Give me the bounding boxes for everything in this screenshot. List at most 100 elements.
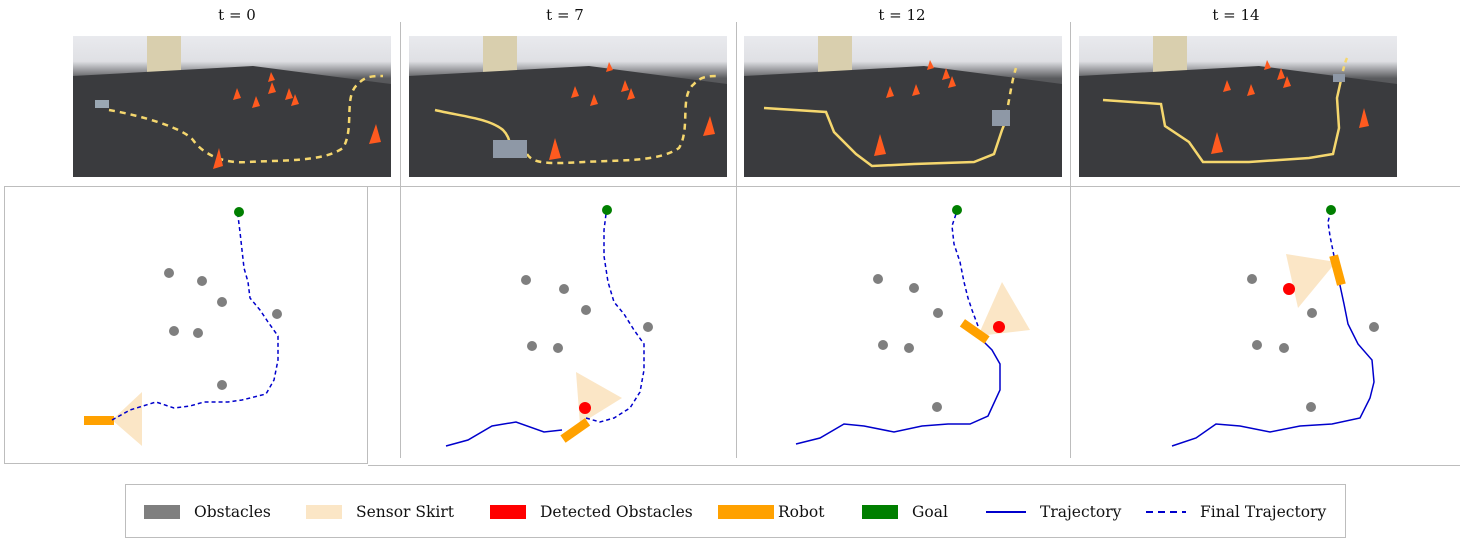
detected-obstacles-swatch xyxy=(490,505,526,519)
photo-t0 xyxy=(73,36,391,177)
sensor-skirt-swatch xyxy=(306,505,342,519)
plot-t14 xyxy=(1070,186,1460,466)
legend-label-goal: Goal xyxy=(912,503,948,521)
legend-label-trajectory: Trajectory xyxy=(1040,503,1122,521)
photo-robot xyxy=(95,100,109,108)
cone xyxy=(233,88,241,100)
goal xyxy=(1326,205,1336,215)
photo-t12 xyxy=(744,36,1062,177)
cone xyxy=(213,148,223,169)
plot-t7 xyxy=(400,186,736,466)
obstacle xyxy=(559,284,569,294)
obstacle xyxy=(932,402,942,412)
obstacle xyxy=(581,305,591,315)
legend-item-robot: Robot xyxy=(718,485,825,539)
robot xyxy=(560,418,591,443)
panel-divider xyxy=(400,22,401,458)
obstacle xyxy=(217,380,227,390)
trajectory-swatch xyxy=(986,511,1026,513)
legend-item-goal: Goal xyxy=(862,485,948,539)
cone xyxy=(285,88,293,100)
photo-path xyxy=(108,74,384,164)
photo-t14 xyxy=(1079,36,1397,177)
robot xyxy=(1329,254,1346,286)
obstacle xyxy=(1307,308,1317,318)
robot-swatch xyxy=(718,505,774,519)
legend-item-obstacles: Obstacles xyxy=(144,485,271,539)
sensor-skirt xyxy=(978,282,1030,336)
obstacle xyxy=(933,308,943,318)
panel-top-rule xyxy=(368,186,1460,187)
cone xyxy=(291,94,299,106)
sensor-skirt xyxy=(1286,254,1336,308)
obstacle xyxy=(909,283,919,293)
obstacle xyxy=(878,340,888,350)
obstacle xyxy=(169,326,179,336)
obstacle xyxy=(1252,340,1262,350)
final-trajectory-swatch xyxy=(1146,511,1186,513)
obstacle xyxy=(873,274,883,284)
sensor-skirt xyxy=(112,392,142,446)
final-trajectory xyxy=(1327,213,1335,257)
panel-bottom-rule xyxy=(368,465,1460,466)
plot-t12 xyxy=(736,186,1070,466)
robot xyxy=(84,416,114,425)
legend-label-detected-obstacles: Detected Obstacles xyxy=(540,503,693,521)
obstacle xyxy=(904,343,914,353)
cone xyxy=(252,96,260,108)
time-label-t14: t = 14 xyxy=(1212,6,1260,24)
photo-robot xyxy=(1333,74,1345,82)
obstacle xyxy=(272,309,282,319)
obstacle xyxy=(643,322,653,332)
legend-item-final-trajectory: Final Trajectory xyxy=(1146,485,1326,539)
legend: Obstacles Sensor Skirt Detected Obstacle… xyxy=(125,484,1346,538)
final-trajectory xyxy=(951,213,979,327)
sensor-skirt xyxy=(576,372,622,424)
goal xyxy=(234,207,244,217)
panel-frame-t0 xyxy=(4,186,368,464)
cone xyxy=(268,82,276,94)
obstacle xyxy=(197,276,207,286)
legend-label-sensor-skirt: Sensor Skirt xyxy=(356,503,455,521)
time-label-t0: t = 0 xyxy=(218,6,256,24)
obstacle xyxy=(164,268,174,278)
obstacle xyxy=(521,275,531,285)
legend-label-robot: Robot xyxy=(778,503,825,521)
detected-obstacle xyxy=(579,402,591,414)
goal-swatch xyxy=(862,505,898,519)
final-trajectory xyxy=(111,215,279,421)
time-label-t12: t = 12 xyxy=(878,6,926,24)
panel-divider xyxy=(736,22,737,458)
legend-item-detected-obstacles: Detected Obstacles xyxy=(490,485,693,539)
panel-divider xyxy=(1070,22,1071,458)
obstacles-swatch xyxy=(144,505,180,519)
photo-t7 xyxy=(409,36,727,177)
photo-robot xyxy=(992,110,1010,126)
robot xyxy=(959,319,990,344)
goal xyxy=(952,205,962,215)
obstacle xyxy=(1247,274,1257,284)
cone xyxy=(268,72,275,82)
trajectory xyxy=(795,339,1001,445)
goal xyxy=(602,205,612,215)
time-label-t7: t = 7 xyxy=(546,6,584,24)
door xyxy=(147,36,181,76)
obstacle xyxy=(193,328,203,338)
plot-t0 xyxy=(4,186,368,466)
obstacle xyxy=(217,297,227,307)
obstacle xyxy=(527,341,537,351)
trajectory xyxy=(445,421,563,447)
obstacle xyxy=(553,343,563,353)
trajectory xyxy=(1171,275,1375,447)
legend-item-trajectory: Trajectory xyxy=(986,485,1121,539)
legend-label-obstacles: Obstacles xyxy=(194,503,271,521)
legend-item-sensor-skirt: Sensor Skirt xyxy=(306,485,454,539)
detected-obstacle xyxy=(993,321,1005,333)
obstacle xyxy=(1369,322,1379,332)
obstacle xyxy=(1279,343,1289,353)
cone xyxy=(369,124,381,144)
obstacle xyxy=(1306,402,1316,412)
legend-label-final-trajectory: Final Trajectory xyxy=(1200,503,1327,521)
detected-obstacle xyxy=(1283,283,1295,295)
photo-robot xyxy=(493,140,527,158)
